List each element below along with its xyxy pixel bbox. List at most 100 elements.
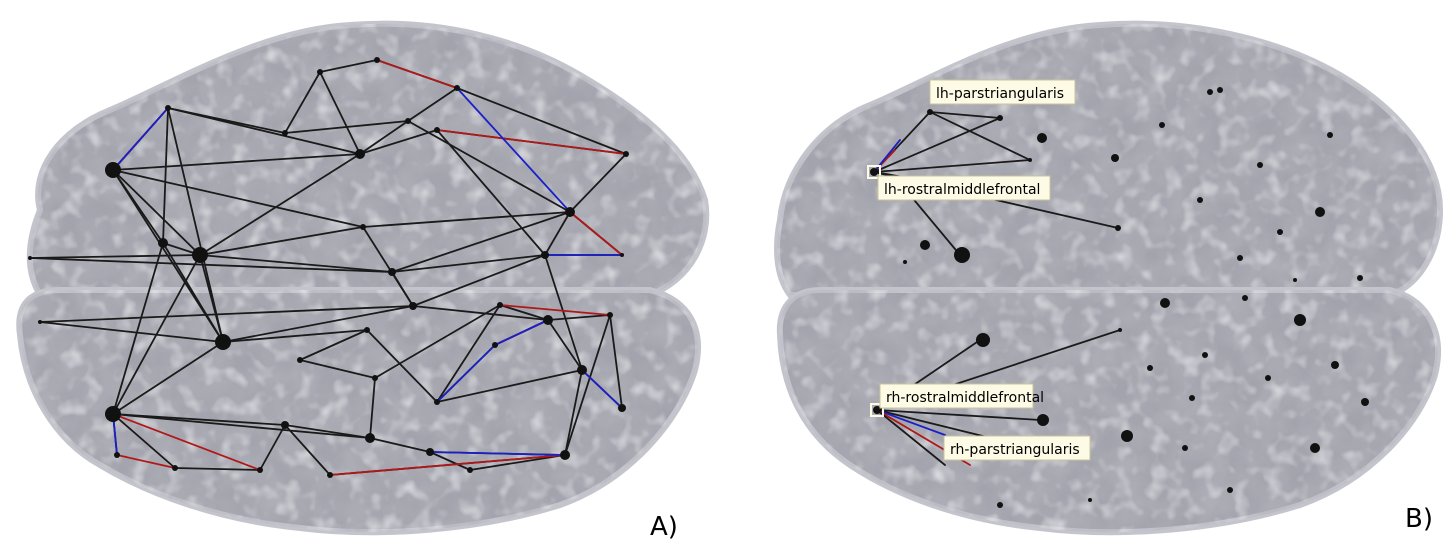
network-edge [319, 59, 378, 73]
network-node [1159, 122, 1165, 128]
network-edge [319, 71, 361, 155]
network-edge [366, 329, 438, 403]
network-edge-positive [499, 304, 611, 316]
network-node [388, 268, 396, 276]
network-edge [407, 120, 571, 213]
network-node [497, 302, 503, 308]
network-edge [436, 129, 546, 256]
network-node [281, 421, 289, 429]
network-node [903, 260, 907, 264]
network-node [1037, 414, 1049, 426]
network-edge [222, 329, 368, 343]
network-node [1160, 298, 1170, 308]
panel-b: lh-parstriangularis lh-rostralmiddlefron… [774, 20, 1444, 536]
network-edge [876, 409, 946, 436]
network-edge [222, 305, 414, 343]
network-edge [199, 153, 361, 256]
network-node [1111, 154, 1119, 162]
network-edge [112, 341, 224, 415]
network-edge [299, 359, 376, 379]
network-edge [929, 111, 1031, 161]
network-node [1331, 361, 1339, 369]
network-edge [112, 169, 364, 228]
network-node [1189, 395, 1195, 401]
network-node [620, 253, 624, 257]
panel-b-letter: B) [1405, 504, 1433, 534]
network-edge [362, 226, 414, 307]
network-node [873, 406, 881, 414]
roi-label-lh-rostralmiddlefrontal: lh-rostralmiddlefrontal [877, 175, 1051, 201]
roi-label-rh-rostralmiddlefrontal: rh-rostralmiddlefrontal [879, 383, 1044, 409]
network-node [365, 433, 375, 443]
network-node [158, 238, 168, 248]
network-edge [499, 304, 549, 321]
network-node [215, 334, 231, 350]
svg-text:lh-rostralmiddlefrontal: lh-rostralmiddlefrontal [884, 182, 1040, 198]
network-edge-negative [581, 369, 623, 409]
network-edge [39, 305, 414, 323]
network-node [105, 406, 121, 422]
network-node [1294, 314, 1306, 326]
network-node [172, 465, 178, 471]
network-edge-negative [112, 107, 169, 171]
network-node [1315, 207, 1325, 217]
selected-node-marker [870, 403, 884, 417]
network-edge [876, 409, 1041, 421]
network-edge [174, 467, 261, 471]
brain-right-hemisphere-shape [776, 287, 1441, 536]
network-node [1227, 487, 1233, 493]
svg-text:rh-rostralmiddlefrontal: rh-rostralmiddlefrontal [886, 390, 1044, 406]
network-edge [544, 254, 583, 371]
network-edge [359, 120, 409, 155]
roi-label-rh-parstriangularis: rh-parstriangularis [943, 435, 1091, 461]
network-edge [199, 226, 364, 256]
network-edge [199, 254, 393, 273]
network-node [997, 502, 1003, 508]
network-nodes [28, 57, 629, 478]
svg-text:lh-parstriangularis: lh-parstriangularis [936, 86, 1064, 102]
network-node [327, 472, 333, 478]
network-node [297, 357, 303, 363]
network-edge [299, 329, 368, 361]
network-edge [167, 107, 224, 343]
network-edge [362, 211, 571, 228]
network-node [618, 404, 626, 412]
network-edge [436, 369, 583, 403]
network-node [1237, 255, 1243, 261]
network-edge [167, 107, 361, 155]
network-node [409, 302, 417, 310]
network-node [38, 320, 42, 324]
network-node [1293, 278, 1297, 282]
network-node [1121, 430, 1133, 442]
network-edge [873, 117, 1001, 173]
network-node [257, 467, 263, 473]
network-node [192, 247, 208, 263]
network-edge [876, 409, 946, 466]
network-edge [391, 254, 546, 273]
network-edge [112, 413, 176, 469]
network-node [997, 115, 1003, 121]
network-node [954, 247, 970, 263]
network-node [1118, 328, 1122, 332]
network-edge [112, 242, 164, 415]
network-node [607, 312, 613, 318]
network-edge [112, 169, 201, 256]
network-edge-negative [436, 344, 496, 403]
network-node [1207, 89, 1213, 95]
network-node [1357, 275, 1363, 281]
network-edge [564, 314, 611, 456]
network-edge [369, 377, 376, 439]
network-node [1242, 295, 1248, 301]
network-node [870, 168, 878, 176]
network-node [467, 467, 473, 473]
network-node [372, 375, 378, 381]
network-node [577, 365, 587, 375]
network-node [1361, 398, 1369, 406]
network-edge-negative [494, 319, 549, 346]
network-node [282, 130, 288, 136]
svg-text:rh-parstriangularis: rh-parstriangularis [950, 442, 1080, 458]
network-node [623, 151, 629, 157]
network-node [374, 57, 380, 63]
network-edge-positive [569, 211, 623, 256]
